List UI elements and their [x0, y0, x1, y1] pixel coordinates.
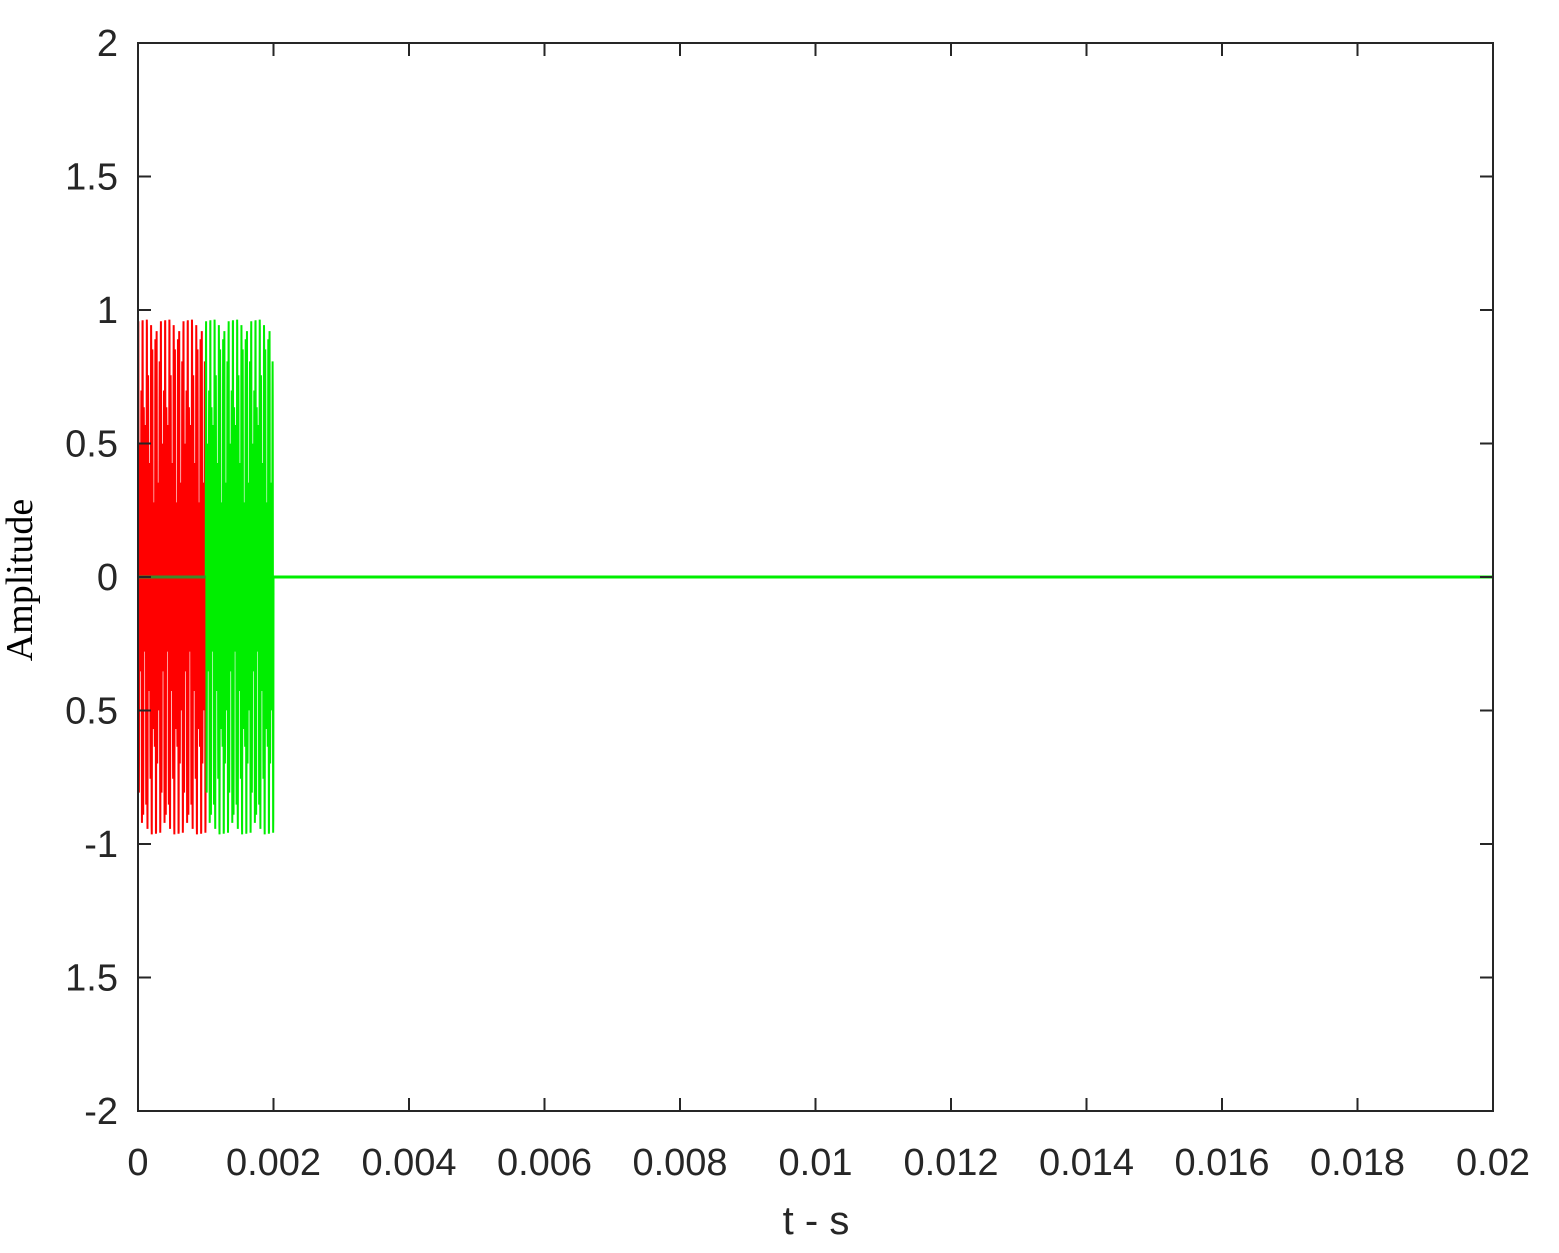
y-tick-label: 1 [97, 290, 118, 332]
y-tick-label: -2 [84, 1091, 118, 1133]
x-axis-label: t - s [783, 1199, 850, 1243]
x-tick-label: 0 [127, 1142, 148, 1184]
series-layer [137, 319, 1493, 835]
y-axis-label: Amplitude [0, 499, 41, 662]
y-tick-label: 0.5 [65, 424, 118, 466]
y-tick-label: 0.5 [65, 691, 118, 733]
x-tick-label: 0.016 [1174, 1142, 1269, 1184]
x-tick-label: 0.008 [632, 1142, 727, 1184]
x-tick-label: 0.004 [361, 1142, 456, 1184]
y-tick-label: 1.5 [65, 958, 118, 1000]
axes-layer [137, 42, 1494, 1112]
x-tick-label: 0.002 [226, 1142, 321, 1184]
y-tick-label: 0 [97, 557, 118, 599]
x-tick-label: 0.018 [1310, 1142, 1405, 1184]
x-tick-label: 0.006 [497, 1142, 592, 1184]
y-tick-label: 1.5 [65, 157, 118, 199]
x-tick-label: 0.012 [903, 1142, 998, 1184]
x-tick-label: 0.01 [779, 1142, 853, 1184]
y-tick-label: -1 [84, 824, 118, 866]
x-tick-label: 0.014 [1039, 1142, 1134, 1184]
labels-layer: 0 0.002 0.004 0.006 0.008 0.01 0.012 0.014 0.016… [65, 23, 1530, 1184]
y-tick-label: 2 [97, 23, 118, 65]
x-tick-label: 0.02 [1456, 1142, 1530, 1184]
